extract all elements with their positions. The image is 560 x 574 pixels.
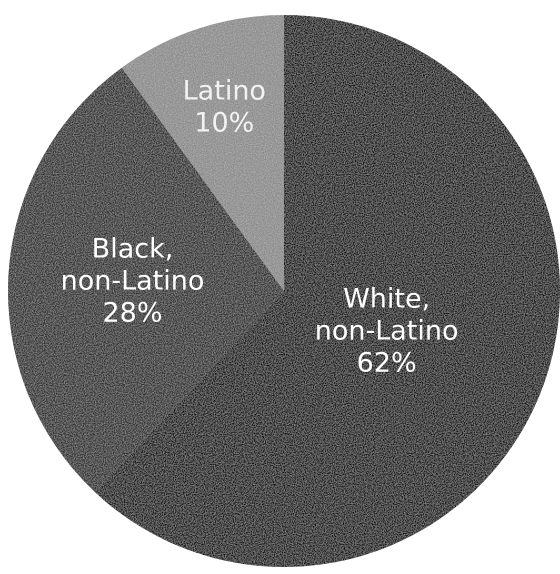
slice-name-label: non-Latino bbox=[61, 265, 205, 296]
slice-label: White, non-Latino 62% bbox=[315, 283, 459, 378]
slice-name-label: Black, bbox=[92, 233, 174, 264]
slice-value-label: 10% bbox=[194, 107, 254, 138]
slice-value-label: 28% bbox=[102, 297, 162, 328]
slice-name-label: White, bbox=[343, 283, 430, 314]
slice-name-label: Latino bbox=[183, 75, 266, 106]
slice-name-label: non-Latino bbox=[315, 315, 459, 346]
pie-slice bbox=[95, 15, 560, 567]
pie-labels: White, non-Latino 62%Black, non-Latino 28%La… bbox=[61, 75, 459, 378]
slice-label: Black, non-Latino 28% bbox=[61, 233, 205, 328]
slice-value-label: 62% bbox=[357, 347, 417, 378]
pie-slice bbox=[121, 15, 284, 291]
pie-slice bbox=[7, 67, 284, 493]
pie-slices bbox=[7, 15, 560, 567]
slice-label: Latino 10% bbox=[183, 75, 266, 138]
